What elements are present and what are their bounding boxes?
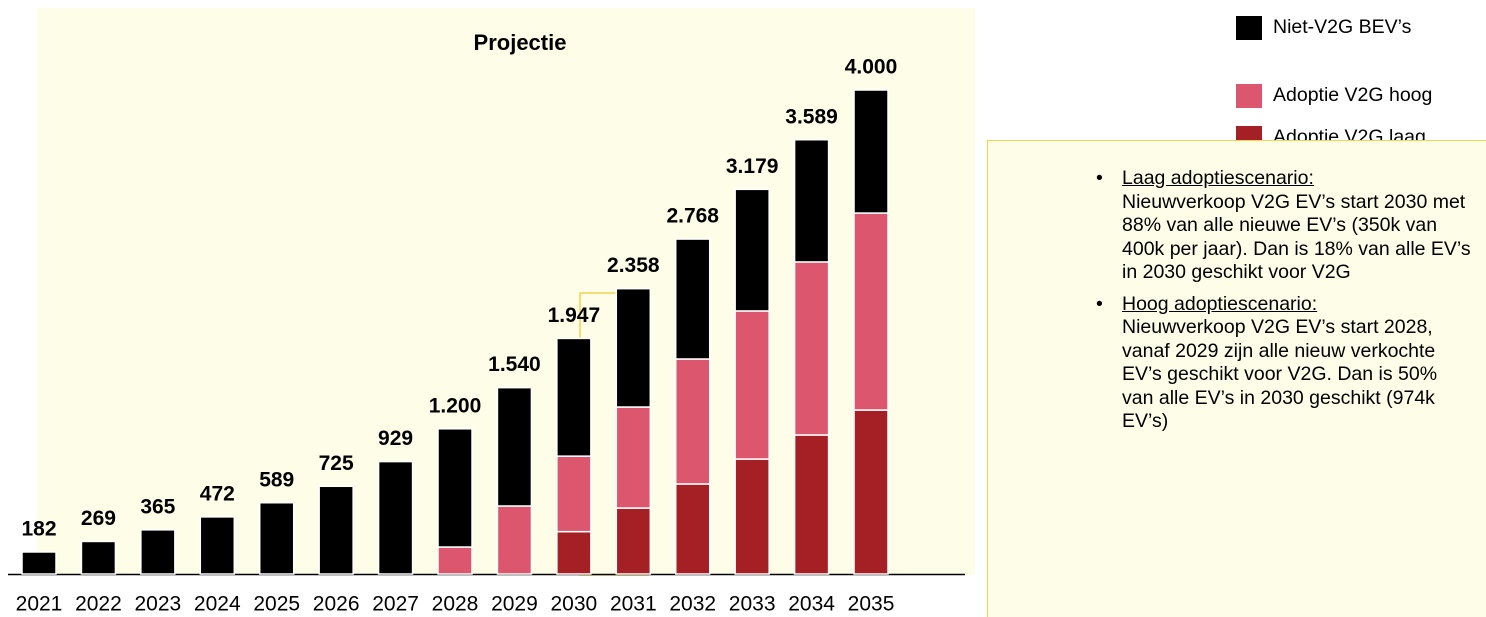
note: Laag adoptiescenario:Nieuwverkoop V2G EV…: [1096, 167, 1472, 285]
bar-segment: [437, 546, 473, 575]
bar-segment: [853, 409, 889, 575]
bar-segment: [734, 310, 770, 460]
total-label: 2.768: [666, 205, 719, 228]
total-label: 929: [378, 427, 413, 450]
bar-segment: [793, 261, 830, 436]
bar-segment: [674, 238, 711, 360]
chart-title: Projectie: [474, 30, 567, 55]
notes-list: Laag adoptiescenario:Nieuwverkoop V2G EV…: [1096, 167, 1472, 442]
bar-segment: [674, 358, 711, 485]
legend-label: Niet-V2G BEV’s: [1273, 16, 1412, 38]
bar-segment: [496, 505, 533, 575]
bar-segment: [377, 460, 414, 575]
total-label: 365: [140, 495, 175, 518]
x-tick-label: 2032: [669, 593, 716, 616]
x-tick-label: 2034: [788, 593, 835, 616]
bar-segment: [318, 485, 354, 575]
total-label: 182: [21, 518, 56, 541]
bar-segment: [793, 434, 830, 575]
x-tick-label: 2026: [313, 593, 360, 616]
x-tick-label: 2031: [610, 593, 657, 616]
total-label: 2.358: [607, 254, 660, 277]
bar-segment: [496, 386, 533, 507]
x-tick-label: 2025: [253, 593, 300, 616]
legend-swatch: [1236, 84, 1262, 108]
total-label: 1.947: [548, 304, 601, 327]
bar-segment: [556, 455, 592, 533]
total-label: 1.200: [429, 394, 482, 417]
bar-segment: [21, 551, 57, 575]
x-tick-label: 2024: [194, 593, 241, 616]
bar-segment: [615, 507, 652, 575]
x-tick-label: 2027: [372, 593, 419, 616]
bar-segment: [615, 287, 652, 408]
x-tick-label: 2022: [75, 593, 122, 616]
bar-segment: [853, 89, 889, 214]
x-tick-label: 2030: [551, 593, 598, 616]
bar-segment: [674, 483, 711, 575]
legend-swatch: [1236, 16, 1262, 40]
total-label: 1.540: [488, 353, 541, 376]
note: Hoog adoptiescenario:Nieuwverkoop V2G EV…: [1096, 292, 1472, 434]
x-tick-label: 2023: [135, 593, 182, 616]
note-heading: Hoog adoptiescenario:: [1122, 292, 1318, 315]
notes-panel: Laag adoptiescenario:Nieuwverkoop V2G EV…: [987, 140, 1486, 617]
bar-segment: [615, 406, 652, 509]
bar-segment: [734, 188, 770, 312]
legend-label: Adoptie V2G hoog: [1273, 84, 1432, 106]
total-label: 3.179: [726, 155, 779, 178]
note-heading: Laag adoptiescenario:: [1122, 167, 1314, 189]
bar-segment: [258, 501, 295, 575]
x-tick-label: 2035: [848, 593, 895, 616]
note-body: Nieuwverkoop V2G EV’s start 2028, vanaf …: [1122, 316, 1438, 432]
total-label: 4.000: [845, 56, 898, 79]
x-tick-label: 2028: [432, 593, 479, 616]
x-tick-label: 2021: [16, 593, 63, 616]
x-tick-label: 2029: [491, 593, 538, 616]
bar-segment: [853, 212, 889, 411]
bar-segment: [556, 337, 592, 457]
bar-segment: [140, 529, 176, 575]
total-label: 472: [200, 482, 235, 505]
note-body: Nieuwverkoop V2G EV’s start 2030 met 88%…: [1122, 190, 1471, 284]
bar-segment: [437, 428, 473, 548]
bar-segment: [80, 540, 117, 575]
total-label: 269: [81, 507, 116, 530]
bar-segment: [556, 530, 592, 575]
total-label: 589: [259, 468, 294, 491]
total-label: 725: [319, 452, 354, 475]
total-label: 3.589: [785, 105, 838, 128]
bar-segment: [199, 516, 236, 575]
bar-segment: [793, 138, 830, 263]
bar-segment: [734, 458, 770, 575]
x-tick-label: 2033: [729, 593, 776, 616]
